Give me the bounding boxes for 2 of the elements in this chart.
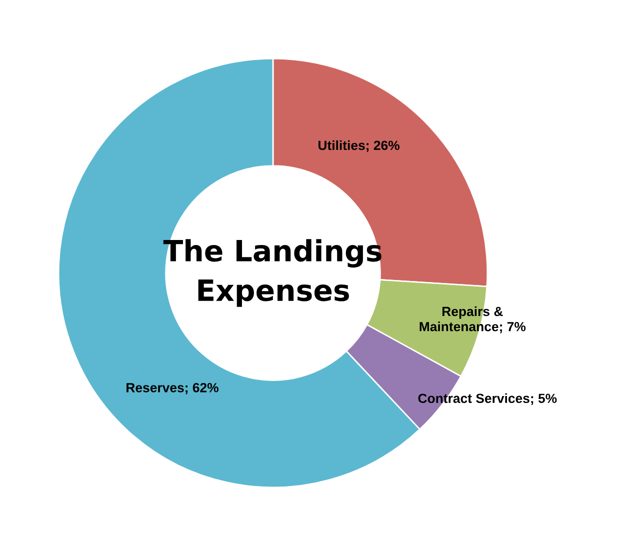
slice-label: Reserves; 62% [126,382,218,394]
slice-label: Utilities; 26% [318,140,400,152]
